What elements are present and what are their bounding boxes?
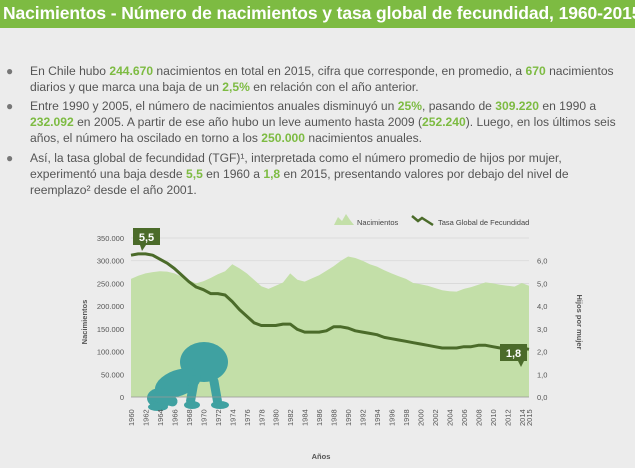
x-tick-label: 2015 [525, 409, 534, 426]
chart-container: 0 50.000 100.000 150.000 200.000 250.000 300.0… [0, 205, 635, 463]
y-left-tick-label: 150.000 [97, 325, 124, 334]
y-right-tick-label: 5,0 [537, 279, 547, 288]
fertility-line [130, 252, 530, 351]
y-axis-right: 0,0 1,0 2,0 3,0 4,0 5,0 6,0 [537, 257, 547, 402]
y-left-tick-label: 50.000 [101, 370, 124, 379]
annotation-start-badge [133, 228, 160, 245]
y-left-tick-label: 100.000 [97, 348, 124, 357]
annotation-end: 1,8 [500, 344, 527, 367]
x-tick-label: 1998 [402, 409, 411, 426]
annotation-end-badge [500, 344, 527, 361]
x-tick-label: 1962 [141, 409, 150, 426]
x-tick-label: 2008 [474, 409, 483, 426]
y-right-tick-label: 1,0 [537, 370, 547, 379]
page-title: Nacimientos - Número de nacimientos y ta… [3, 3, 635, 23]
y-left-tick-label: 0 [120, 393, 124, 402]
x-tick-label: 1986 [315, 409, 324, 426]
y-left-tick-label: 350.000 [97, 234, 124, 243]
x-tick-label: 1984 [301, 409, 310, 426]
x-tick-label: 1980 [272, 409, 281, 426]
bullet-item-births-trend: ● Entre 1990 y 2005, el número de nacimi… [6, 98, 620, 146]
y-axis-left-label: Nacimientos [80, 300, 89, 345]
bullet-dot-icon: ● [6, 151, 14, 165]
x-tick-label: 2006 [460, 409, 469, 426]
y-right-tick-label: 2,0 [537, 348, 547, 357]
bullet-item-births-2015: ● En Chile hubo 244.670 nacimientos en t… [6, 63, 620, 95]
legend: Nacimientos Tasa Global de Fecundidad [334, 214, 529, 227]
y-right-tick-label: 0,0 [537, 393, 547, 402]
births-fertility-chart: 0 50.000 100.000 150.000 200.000 250.000 300.0… [80, 214, 584, 461]
x-tick-label: 1992 [359, 409, 368, 426]
title-bar: Nacimientos - Número de nacimientos y ta… [0, 0, 635, 28]
x-tick-label: 2000 [416, 409, 425, 426]
bullet-dot-icon: ● [6, 99, 14, 113]
x-tick-label: 2014 [518, 409, 527, 426]
legend-area-swatch-icon [334, 214, 354, 225]
y-right-tick-label: 4,0 [537, 302, 547, 311]
bullet-dot-icon: ● [6, 64, 14, 78]
legend-line-swatch-icon [411, 215, 434, 227]
x-tick-label: 1994 [373, 409, 382, 426]
x-tick-label: 2010 [489, 409, 498, 426]
x-tick-label: 2004 [445, 409, 454, 426]
bullet-item-fertility: ● Así, la tasa global de fecundidad (TGF… [6, 150, 620, 198]
x-tick-label: 1988 [330, 409, 339, 426]
legend-births-label: Nacimientos [357, 218, 399, 227]
bullet-text: Entre 1990 y 2005, el número de nacimien… [30, 99, 616, 145]
x-tick-label: 1966 [170, 409, 179, 426]
x-tick-label: 1970 [199, 409, 208, 426]
x-tick-label: 1964 [156, 409, 165, 426]
x-tick-label: 1996 [388, 409, 397, 426]
annotation-start: 5,5 [133, 228, 160, 251]
y-left-tick-label: 250.000 [97, 279, 124, 288]
x-axis-label: Años [312, 452, 331, 461]
y-axis-left: 0 50.000 100.000 150.000 200.000 250.000 300.0… [97, 234, 124, 402]
x-tick-label: 1976 [243, 409, 252, 426]
annotation-end-pointer [518, 361, 524, 367]
x-tick-label: 1968 [185, 409, 194, 426]
annotation-start-pointer [140, 245, 146, 251]
legend-fertility-label: Tasa Global de Fecundidad [438, 218, 529, 227]
y-axis-right-label: Hijos por mujer [575, 294, 584, 349]
x-tick-label: 1990 [344, 409, 353, 426]
x-tick-label: 1960 [127, 409, 136, 426]
bullet-text: En Chile hubo 244.670 nacimientos en tot… [30, 64, 614, 94]
x-tick-label: 1972 [214, 409, 223, 426]
bullet-text: Así, la tasa global de fecundidad (TGF)¹… [30, 151, 569, 197]
y-left-tick-label: 300.000 [97, 257, 124, 266]
y-right-tick-label: 6,0 [537, 257, 547, 266]
x-tick-label: 1982 [286, 409, 295, 426]
y-left-tick-label: 200.000 [97, 302, 124, 311]
annotation-start-label: 5,5 [139, 232, 154, 244]
x-tick-label: 1978 [257, 409, 266, 426]
annotation-end-label: 1,8 [506, 348, 521, 360]
x-tick-label: 1974 [228, 409, 237, 426]
x-tick-label: 2012 [503, 409, 512, 426]
x-tick-label: 2002 [431, 409, 440, 426]
y-right-tick-label: 3,0 [537, 325, 547, 334]
births-area [131, 256, 529, 397]
baby-crawling-icon [147, 342, 229, 411]
x-axis: 1960 1962 1964 1966 1968 1970 1972 1974 1976 1978… [127, 396, 534, 426]
